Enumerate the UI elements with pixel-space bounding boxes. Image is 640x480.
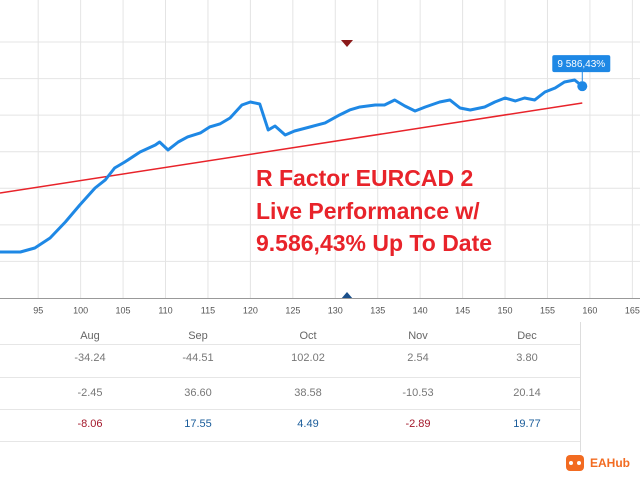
cell: 102.02 xyxy=(291,352,325,364)
column-header: Dec xyxy=(517,330,537,342)
cell: -2.45 xyxy=(77,387,102,399)
column-header: Aug xyxy=(80,330,100,342)
top-marker xyxy=(341,40,353,47)
cell: 17.55 xyxy=(184,418,212,430)
x-tick-label: 110 xyxy=(158,305,172,315)
x-tick-label: 125 xyxy=(285,305,300,315)
x-tick-label: 145 xyxy=(455,305,470,315)
x-tick-label: 130 xyxy=(328,305,343,315)
cell: -2.89 xyxy=(405,418,430,430)
table: Aug Sep Oct Nov Dec -34.24 -44.51 102.02 2.54 3.8… xyxy=(0,330,580,442)
logo-text: EAHub xyxy=(590,456,630,470)
x-tick-label: 155 xyxy=(540,305,555,315)
line xyxy=(0,78,584,254)
cell: 2.54 xyxy=(407,352,428,364)
x-tick-label: 95 xyxy=(33,305,43,315)
cell: 4.49 xyxy=(297,418,318,430)
logo-eye xyxy=(577,461,581,465)
logo-eye xyxy=(569,461,573,465)
cell: -34.24 xyxy=(74,352,105,364)
column-header: Nov xyxy=(408,330,428,342)
x-tick-label: 135 xyxy=(370,305,385,315)
x-tick-label: 150 xyxy=(498,305,513,315)
column-header: Sep xyxy=(188,330,208,342)
cell: 19.77 xyxy=(513,418,541,430)
annotation: R Factor EURCAD 2 xyxy=(256,165,473,191)
x-tick-label: 140 xyxy=(413,305,428,315)
cell: -8.06 xyxy=(77,418,102,430)
x-tick-label: 160 xyxy=(582,305,597,315)
cell: -44.51 xyxy=(182,352,213,364)
annotation: Live Performance w/ xyxy=(256,198,480,224)
cell: 20.14 xyxy=(513,387,541,399)
bottom-marker xyxy=(341,292,353,299)
value-label: 9 586,43% xyxy=(557,59,605,70)
value-label-box xyxy=(552,55,611,73)
x-tick-label: 100 xyxy=(73,305,88,315)
column-header: Oct xyxy=(299,330,316,342)
x-tick-label: 105 xyxy=(116,305,131,315)
x-tick-label: 120 xyxy=(243,305,258,315)
cell: 3.80 xyxy=(516,352,537,364)
cell: 36.60 xyxy=(184,387,212,399)
x-tick-label: 115 xyxy=(201,305,215,315)
plot: 95 100 105 110 115 120 125 130 135 140 145 150 155 16… xyxy=(0,0,640,315)
logo-icon xyxy=(566,455,584,471)
cell: 38.58 xyxy=(294,387,322,399)
trend-line xyxy=(0,102,583,194)
cell: -10.53 xyxy=(402,387,433,399)
end-point xyxy=(577,81,588,92)
annotation: 9.586,43% Up To Date xyxy=(256,230,492,256)
x-tick-label: 165 xyxy=(625,305,640,315)
